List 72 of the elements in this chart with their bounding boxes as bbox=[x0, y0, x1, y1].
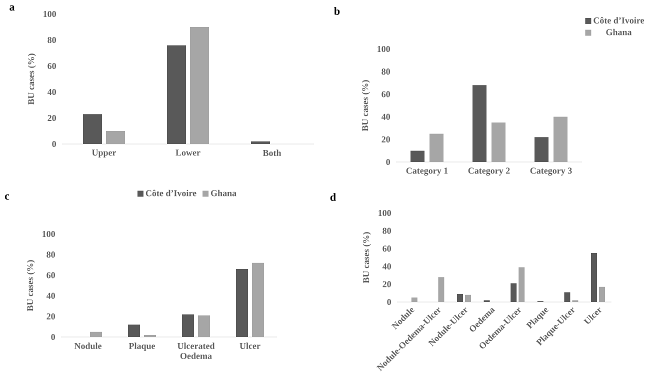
legend-label: Ghana bbox=[210, 190, 236, 196]
x-tick-label: Plaque bbox=[128, 342, 156, 351]
y-tick-label: 60 bbox=[48, 62, 56, 70]
bar bbox=[564, 292, 570, 302]
y-tick-label: 80 bbox=[48, 36, 56, 44]
bar bbox=[410, 150, 425, 162]
bar bbox=[554, 116, 568, 162]
legend-label: Côte d’Ivoire bbox=[594, 17, 644, 24]
y-tick-label: 0 bbox=[51, 334, 55, 340]
bar bbox=[472, 85, 487, 162]
chart-title: b bbox=[334, 7, 340, 15]
bar bbox=[128, 324, 140, 337]
bar bbox=[182, 314, 194, 337]
bar bbox=[83, 114, 102, 144]
bar bbox=[90, 332, 102, 337]
x-tick-label: Category 1 bbox=[406, 168, 448, 176]
y-tick-label: 40 bbox=[46, 292, 55, 299]
bar bbox=[534, 137, 549, 162]
y-tick-label: 0 bbox=[387, 298, 391, 306]
x-tick-label: Both bbox=[262, 150, 282, 156]
x-tick-label: Ulcerated Oedema bbox=[177, 342, 215, 360]
y-axis-title: BU cases (%) bbox=[28, 54, 36, 105]
y-axis-title: BU cases (%) bbox=[26, 260, 35, 312]
y-tick-label: 100 bbox=[378, 46, 390, 52]
y-tick-label: 100 bbox=[42, 230, 55, 238]
chart-title: a bbox=[10, 5, 15, 11]
bar bbox=[599, 286, 605, 302]
bar bbox=[411, 298, 418, 302]
y-tick-label: 20 bbox=[46, 313, 55, 320]
bar bbox=[591, 253, 597, 302]
bar bbox=[457, 294, 464, 302]
x-tick-label: Lower bbox=[176, 150, 200, 156]
bar bbox=[190, 27, 210, 144]
bar bbox=[465, 294, 472, 302]
bar bbox=[236, 269, 248, 337]
y-axis-title: BU cases (%) bbox=[362, 80, 370, 132]
bar bbox=[510, 283, 517, 302]
y-tick-label: 0 bbox=[52, 140, 56, 148]
y-tick-label: 60 bbox=[382, 246, 391, 252]
bar bbox=[167, 45, 186, 144]
x-tick-label: Category 3 bbox=[530, 168, 572, 176]
bar bbox=[251, 141, 270, 144]
y-tick-label: 60 bbox=[382, 91, 390, 98]
y-tick-label: 80 bbox=[46, 252, 55, 258]
y-axis-title: BU cases (%) bbox=[362, 232, 371, 284]
chart-title: c bbox=[4, 194, 10, 200]
y-tick-label: 0 bbox=[386, 158, 390, 166]
bar bbox=[106, 131, 126, 144]
y-tick-label: 100 bbox=[378, 210, 391, 216]
y-tick-label: 40 bbox=[382, 263, 391, 270]
bar bbox=[430, 134, 444, 162]
y-tick-label: 80 bbox=[382, 228, 391, 234]
y-tick-label: 80 bbox=[382, 68, 390, 75]
bar bbox=[438, 277, 444, 302]
y-tick-label: 40 bbox=[381, 114, 390, 120]
y-tick-label: 60 bbox=[46, 272, 55, 278]
bar bbox=[198, 315, 210, 337]
x-tick-label: Ulcer bbox=[240, 342, 260, 349]
chart-title: d bbox=[330, 193, 336, 201]
bar bbox=[518, 267, 525, 302]
x-tick-label: Category 2 bbox=[468, 168, 510, 176]
y-tick-label: 100 bbox=[44, 10, 56, 18]
y-tick-label: 20 bbox=[382, 136, 390, 142]
legend-label: Ghana bbox=[606, 28, 632, 36]
x-tick-label: Nodule bbox=[74, 342, 102, 350]
bar bbox=[252, 262, 264, 337]
x-tick-label: Upper bbox=[92, 150, 116, 158]
y-tick-label: 20 bbox=[48, 114, 56, 122]
bar bbox=[492, 122, 506, 162]
y-tick-label: 40 bbox=[47, 88, 56, 96]
legend-label: Côte d’Ivoire bbox=[146, 190, 196, 196]
y-tick-label: 20 bbox=[382, 281, 391, 288]
